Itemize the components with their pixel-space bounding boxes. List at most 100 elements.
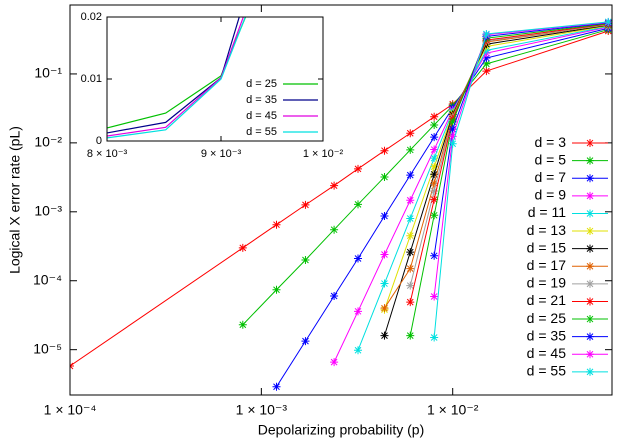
data-point: [330, 225, 339, 234]
legend-label: d = 55: [246, 126, 277, 138]
data-point: [272, 285, 281, 294]
data-point: [406, 171, 415, 180]
data-point: [301, 337, 310, 346]
data-point: [430, 333, 439, 342]
data-point: [354, 200, 363, 209]
y-tick-label: 0: [96, 135, 102, 147]
series-line: [383, 24, 609, 336]
legend-label: d = 19: [527, 275, 567, 291]
legend-marker: [586, 244, 594, 253]
y-tick-label: 0.01: [81, 73, 102, 85]
legend-marker: [586, 262, 594, 271]
legend-marker: [586, 367, 594, 376]
data-point: [482, 29, 491, 38]
data-point: [330, 292, 339, 301]
legend-marker: [586, 139, 594, 148]
x-tick-label: 1 × 10⁻⁴: [44, 402, 97, 418]
data-point: [380, 250, 389, 259]
x-tick-label: 1 × 10⁻²: [303, 148, 344, 160]
series-line: [409, 22, 609, 336]
y-tick-label: 10⁻¹: [34, 65, 62, 81]
data-point: [430, 292, 439, 301]
data-point: [380, 304, 389, 313]
data-point: [406, 298, 415, 307]
series-line: [107, 17, 246, 139]
legend-marker: [586, 350, 594, 359]
legend-label: d = 7: [534, 169, 566, 185]
data-point: [448, 117, 457, 126]
series-line: [384, 24, 609, 309]
y-axis-label: Logical X error rate (pL): [7, 126, 23, 274]
legend-label: d = 21: [527, 292, 567, 308]
y-tick-label: 10⁻²: [34, 134, 62, 150]
legend-marker: [586, 332, 594, 341]
y-tick-label: 0.02: [81, 11, 102, 23]
data-point: [430, 179, 439, 188]
data-point: [604, 17, 612, 26]
x-tick-label: 1 × 10⁻²: [427, 402, 479, 418]
legend-label: d = 3: [534, 134, 566, 150]
legend-label: d = 45: [246, 110, 277, 122]
plot-series: [70, 17, 612, 391]
data-point: [430, 211, 439, 220]
series-line: [433, 22, 609, 256]
data-point: [354, 164, 363, 173]
legend-label: d = 5: [534, 151, 566, 167]
data-point: [272, 220, 281, 229]
legend-marker: [586, 297, 594, 306]
data-point: [406, 145, 415, 154]
data-point: [482, 59, 491, 68]
series-line: [333, 26, 609, 363]
data-point: [354, 254, 363, 263]
series-line: [107, 17, 240, 134]
legend-label: d = 45: [527, 345, 567, 361]
data-point: [406, 214, 415, 223]
legend-label: d = 25: [246, 78, 277, 90]
legend-marker: [586, 156, 594, 165]
plot-series: [107, 17, 247, 139]
legend-label: d = 35: [246, 94, 277, 106]
y-tick-label: 10⁻⁵: [33, 340, 62, 356]
data-point: [430, 170, 439, 179]
legend-label: d = 25: [527, 310, 567, 326]
data-point: [406, 264, 415, 273]
series-line: [107, 17, 247, 129]
legend-label: d = 15: [527, 239, 567, 255]
data-point: [380, 331, 389, 340]
data-point: [380, 172, 389, 181]
data-point: [406, 231, 415, 240]
data-point: [430, 251, 439, 260]
plot-frame: [69, 4, 613, 396]
legend-label: d = 9: [534, 187, 566, 203]
data-point: [430, 162, 439, 171]
data-point: [301, 200, 310, 209]
legend-marker: [586, 174, 594, 183]
data-point: [380, 211, 389, 220]
data-point: [430, 112, 439, 121]
x-tick-label: 9 × 10⁻³: [201, 148, 242, 160]
data-point: [430, 187, 439, 196]
data-point: [448, 132, 457, 141]
legend-marker: [586, 279, 594, 288]
x-tick-label: 8 × 10⁻³: [87, 148, 128, 160]
data-point: [354, 346, 363, 355]
data-point: [354, 307, 363, 316]
data-point: [406, 129, 415, 138]
data-point: [406, 281, 415, 290]
series-line: [433, 21, 609, 338]
data-point: [430, 145, 439, 154]
y-tick-label: 10⁻⁴: [33, 271, 62, 287]
legend-label: d = 17: [527, 257, 567, 273]
data-point: [448, 125, 457, 134]
data-point: [238, 320, 247, 329]
data-point: [430, 120, 439, 129]
data-point: [301, 255, 310, 264]
data-point: [380, 146, 389, 155]
data-point: [448, 139, 457, 148]
y-tick-label: 10⁻³: [34, 203, 62, 219]
legend-label: d = 11: [528, 204, 566, 220]
data-point: [380, 279, 389, 288]
plot-area: [107, 17, 323, 141]
legend-marker: [586, 315, 594, 324]
